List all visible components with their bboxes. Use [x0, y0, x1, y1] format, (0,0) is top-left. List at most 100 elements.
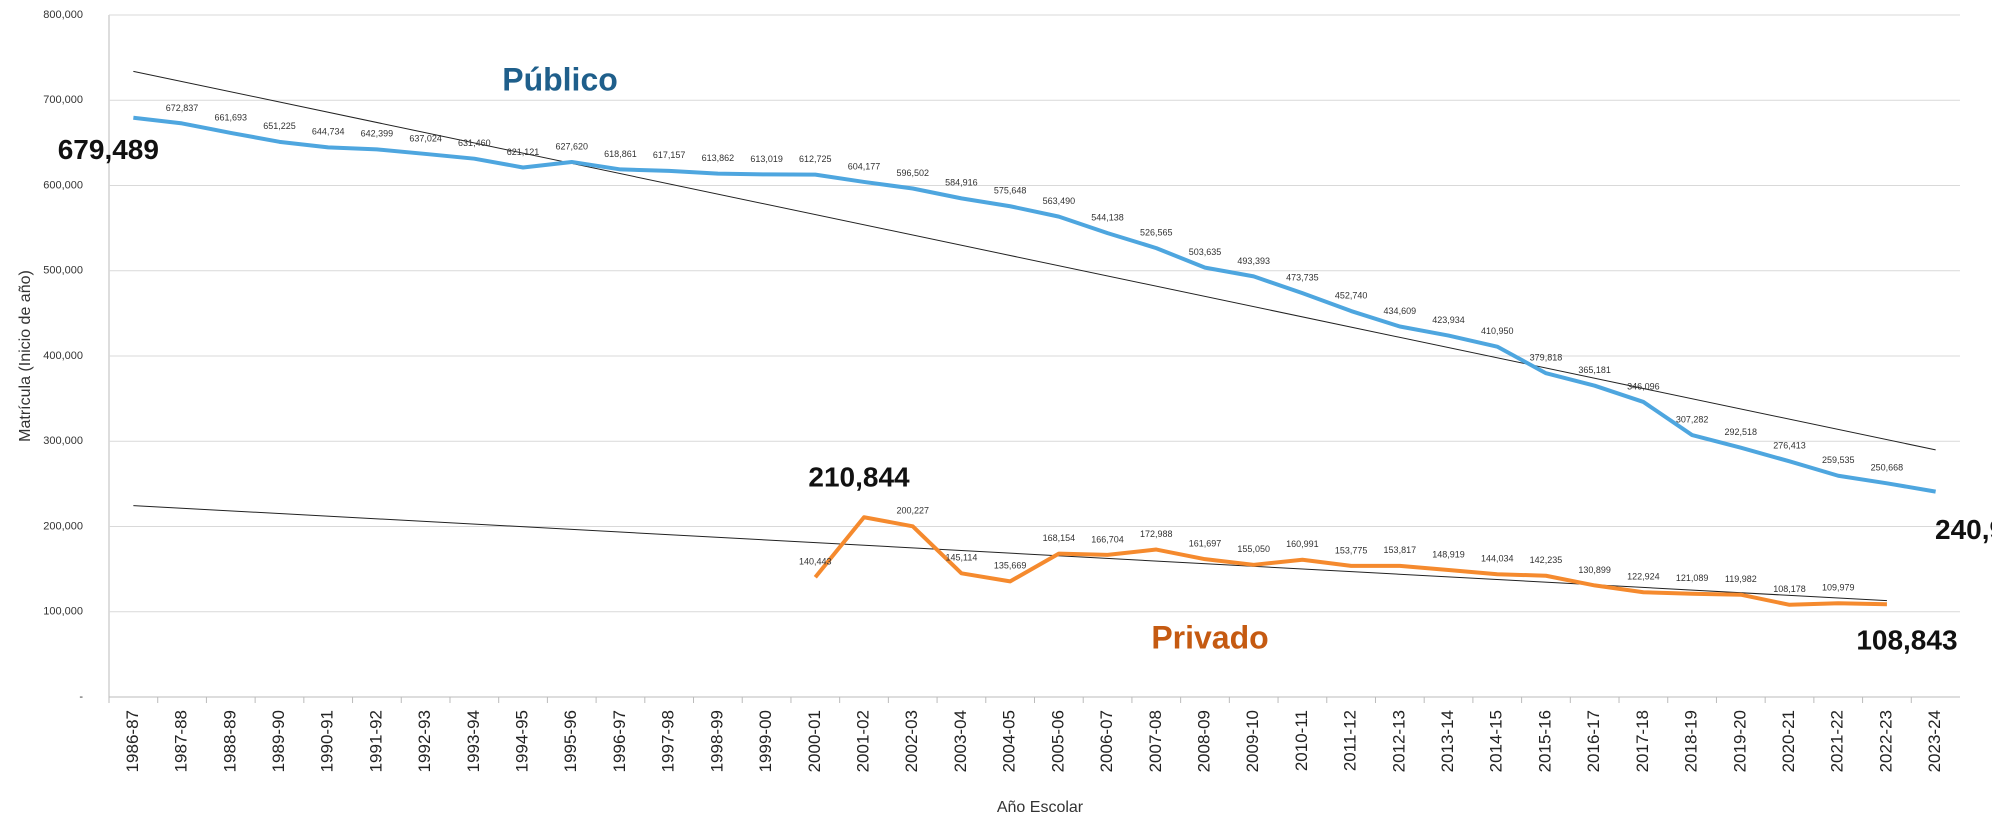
data-label: 144,034 [1481, 554, 1514, 564]
data-label: 259,535 [1822, 455, 1855, 465]
x-tick-label: 2012-13 [1389, 710, 1408, 772]
data-label: 365,181 [1578, 365, 1611, 375]
data-label: 563,490 [1043, 196, 1076, 206]
data-label: 423,934 [1432, 315, 1465, 325]
x-tick-label: 1991-92 [366, 710, 385, 772]
data-label: 292,518 [1725, 427, 1758, 437]
data-label: 672,837 [166, 103, 199, 113]
data-label: 122,924 [1627, 572, 1660, 582]
x-tick-label: 1995-96 [561, 710, 580, 772]
x-tick-label: 2023-24 [1925, 710, 1944, 772]
x-tick-label: 1997-98 [659, 710, 678, 772]
x-tick-label: 2019-20 [1730, 710, 1749, 772]
data-label: 135,669 [994, 561, 1027, 571]
x-axis-title: Año Escolar [997, 799, 1084, 816]
data-label: 276,413 [1773, 441, 1806, 451]
data-label: 452,740 [1335, 290, 1368, 300]
data-label: 240,910 [1935, 514, 1992, 545]
x-tick-label: 1988-89 [220, 710, 239, 772]
x-tick-label: 2018-19 [1682, 710, 1701, 772]
data-label: 596,502 [896, 168, 929, 178]
data-label: 617,157 [653, 150, 686, 160]
data-label: 544,138 [1091, 212, 1124, 222]
data-label: 613,862 [702, 153, 735, 163]
x-tick-label: 1994-95 [513, 710, 532, 772]
x-tick-label: 1987-88 [172, 710, 191, 772]
data-label: 584,916 [945, 178, 978, 188]
data-label: 155,050 [1237, 544, 1270, 554]
x-tick-label: 2005-06 [1048, 710, 1067, 772]
data-label: 130,899 [1578, 565, 1611, 575]
series-name: Privado [1151, 619, 1268, 655]
x-tick-label: 2016-17 [1584, 710, 1603, 772]
data-label: 161,697 [1189, 539, 1222, 549]
data-label: 661,693 [215, 112, 248, 122]
x-tick-label: 1990-91 [318, 710, 337, 772]
x-tick-label: 2015-16 [1535, 710, 1554, 772]
y-tick-label: 600,000 [43, 179, 83, 191]
data-label: 644,734 [312, 127, 345, 137]
x-tick-label: 2010-11 [1292, 710, 1311, 771]
data-label: 473,735 [1286, 273, 1319, 283]
x-tick-label: 2003-04 [951, 710, 970, 772]
data-label: 642,399 [361, 129, 394, 139]
x-tick-label: 1999-00 [756, 710, 775, 772]
y-tick-label: 100,000 [43, 606, 83, 618]
trendline [133, 70, 1936, 451]
x-tick-label: 1986-87 [123, 710, 142, 772]
data-label: 575,648 [994, 186, 1027, 196]
x-tick-label: 2020-21 [1779, 710, 1798, 772]
data-label: 410,950 [1481, 326, 1514, 336]
data-label: 140,443 [799, 557, 832, 567]
data-label: 119,982 [1725, 574, 1757, 584]
data-label: 108,843 [1856, 625, 1957, 656]
data-label: 172,988 [1140, 529, 1173, 539]
data-label: 493,393 [1237, 256, 1270, 266]
data-label: 109,979 [1822, 583, 1855, 593]
data-label: 200,227 [896, 506, 929, 516]
data-label: 145,114 [945, 553, 977, 563]
x-tick-label: 1989-90 [269, 710, 288, 772]
data-label: 503,635 [1189, 247, 1222, 257]
x-tick-label: 2017-18 [1633, 710, 1652, 772]
series-name: Público [502, 61, 618, 97]
data-label: 618,861 [604, 149, 637, 159]
data-label: 153,775 [1335, 545, 1368, 555]
data-label: 631,460 [458, 138, 491, 148]
data-label: 148,919 [1432, 549, 1465, 559]
x-tick-label: 2002-03 [902, 710, 921, 772]
data-label: 168,154 [1043, 533, 1076, 543]
data-label: 108,178 [1773, 584, 1806, 594]
y-tick-label: - [79, 691, 83, 703]
x-tick-label: 2021-22 [1828, 710, 1847, 772]
data-label: 526,565 [1140, 227, 1173, 237]
x-tick-label: 2001-02 [853, 710, 872, 772]
x-tick-label: 1993-94 [464, 710, 483, 772]
data-label: 210,844 [808, 462, 910, 493]
data-label: 307,282 [1676, 414, 1709, 424]
x-tick-label: 1996-97 [610, 710, 629, 772]
x-tick-label: 2022-23 [1876, 710, 1895, 772]
data-label: 612,725 [799, 154, 832, 164]
y-tick-label: 200,000 [43, 520, 83, 532]
data-label: 613,019 [750, 154, 783, 164]
x-tick-label: 2009-10 [1243, 710, 1262, 772]
data-label: 346,096 [1627, 381, 1660, 391]
data-label: 627,620 [555, 141, 588, 151]
x-tick-label: 1998-99 [707, 710, 726, 772]
data-label: 160,991 [1286, 539, 1319, 549]
y-tick-label: 700,000 [43, 94, 83, 106]
x-tick-label: 2007-08 [1146, 710, 1165, 772]
x-tick-label: 2004-05 [1000, 710, 1019, 772]
data-label: 604,177 [848, 161, 881, 171]
y-tick-label: 300,000 [43, 435, 83, 447]
data-label: 250,668 [1871, 463, 1904, 473]
trendline [133, 505, 1887, 602]
series-line [133, 115, 1936, 494]
y-tick-label: 800,000 [43, 9, 83, 21]
x-tick-label: 2014-15 [1487, 710, 1506, 772]
data-label: 679,489 [58, 134, 159, 165]
x-tick-label: 2011-12 [1341, 710, 1360, 771]
data-label: 434,609 [1384, 306, 1417, 316]
